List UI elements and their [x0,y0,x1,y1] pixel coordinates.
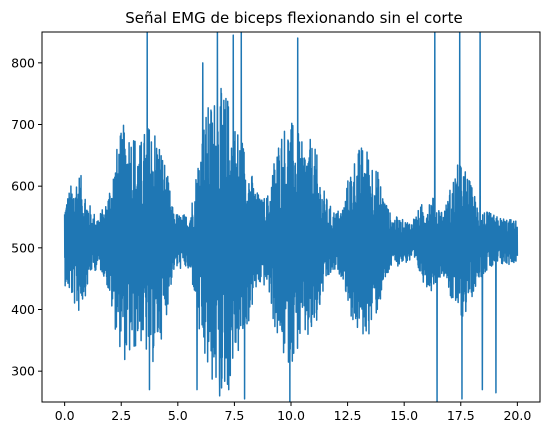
x-tick-label: 5.0 [168,408,188,423]
x-tick-label: 15.0 [390,408,418,423]
x-tick-label: 10.0 [277,408,305,423]
y-tick-label: 500 [11,240,35,255]
plot-area [63,32,519,402]
x-tick-label: 17.5 [447,408,475,423]
x-tick-label: 0.0 [55,408,75,423]
x-axis: 0.0 2.5 5.0 7.5 10.0 12.5 15.0 17.5 20.0 [55,402,531,423]
x-tick-label: 7.5 [224,408,244,423]
y-axis: 300 400 500 600 700 800 [11,55,42,379]
y-tick-label: 600 [11,179,35,194]
y-tick-label: 400 [11,302,35,317]
series-line-0 [63,32,519,402]
x-tick-label: 2.5 [111,408,131,423]
chart-title: Señal EMG de biceps flexionando sin el c… [125,9,462,27]
x-tick-label: 20.0 [503,408,531,423]
y-tick-label: 300 [11,364,35,379]
x-tick-label: 12.5 [334,408,362,423]
y-tick-label: 700 [11,117,35,132]
y-tick-label: 800 [11,55,35,70]
